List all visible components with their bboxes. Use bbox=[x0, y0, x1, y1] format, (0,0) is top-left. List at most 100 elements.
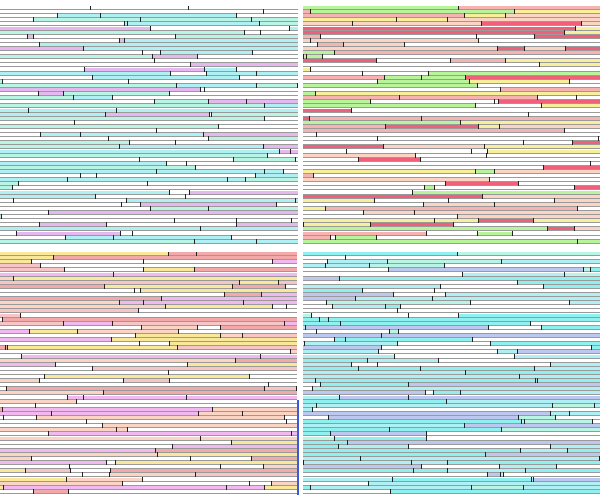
segment-boundary-tick bbox=[487, 472, 488, 478]
track-row bbox=[303, 144, 600, 150]
segment-boundary-tick bbox=[534, 365, 535, 371]
segment-boundary-tick bbox=[550, 443, 551, 449]
track-segment bbox=[18, 182, 147, 186]
segment-boundary-tick bbox=[304, 341, 305, 347]
segment-boundary-tick bbox=[332, 304, 333, 310]
segment-boundary-tick bbox=[111, 337, 112, 343]
track-segment bbox=[33, 18, 140, 22]
track-segment bbox=[155, 448, 297, 452]
track-segment bbox=[233, 157, 295, 161]
track-row bbox=[303, 283, 600, 289]
segment-boundary-tick bbox=[264, 169, 265, 174]
track-segment bbox=[243, 301, 297, 305]
track-segment bbox=[397, 309, 600, 313]
segment-boundary-tick bbox=[156, 128, 157, 133]
track-segment bbox=[39, 42, 298, 46]
track-row bbox=[0, 447, 297, 453]
segment-boundary-tick bbox=[462, 271, 463, 277]
segment-boundary-tick bbox=[397, 341, 398, 347]
track-row bbox=[0, 82, 298, 88]
segment-boundary-tick bbox=[143, 259, 144, 265]
panel-top-left bbox=[0, 6, 298, 247]
segment-boundary-tick bbox=[233, 156, 234, 162]
track-segment bbox=[478, 38, 600, 42]
track-segment bbox=[567, 448, 600, 452]
track-row bbox=[0, 119, 298, 125]
track-segment bbox=[271, 481, 297, 485]
segment-boundary-tick bbox=[450, 58, 451, 64]
track-segment bbox=[0, 51, 142, 55]
track-row bbox=[0, 415, 297, 420]
segment-boundary-tick bbox=[120, 230, 121, 236]
track-segment bbox=[303, 145, 383, 149]
track-segment bbox=[303, 403, 316, 407]
segment-boundary-tick bbox=[476, 33, 477, 39]
track-segment bbox=[291, 432, 297, 436]
track-segment bbox=[303, 215, 457, 219]
selection-marker[interactable] bbox=[297, 400, 299, 495]
segment-boundary-tick bbox=[55, 361, 56, 367]
segment-boundary-tick bbox=[486, 152, 487, 158]
track-row bbox=[303, 480, 600, 486]
track-segment bbox=[220, 325, 297, 329]
track-row bbox=[0, 431, 297, 437]
track-segment bbox=[264, 170, 283, 173]
track-segment bbox=[326, 301, 470, 305]
track-segment bbox=[425, 391, 433, 395]
track-segment bbox=[0, 416, 3, 419]
track-row bbox=[303, 140, 600, 146]
track-segment bbox=[534, 366, 600, 370]
segment-boundary-tick bbox=[150, 25, 151, 31]
track-segment bbox=[0, 47, 83, 50]
track-segment bbox=[0, 346, 5, 350]
segment-boundary-tick bbox=[534, 33, 535, 39]
track-row bbox=[0, 132, 298, 138]
track-segment bbox=[304, 342, 397, 346]
segment-boundary-tick bbox=[150, 205, 151, 211]
segment-boundary-tick bbox=[445, 292, 446, 297]
segment-boundary-tick bbox=[186, 160, 187, 166]
track-segment bbox=[264, 485, 297, 489]
segment-boundary-tick bbox=[244, 29, 245, 35]
track-row bbox=[303, 275, 600, 281]
track-segment bbox=[13, 198, 126, 202]
track-row bbox=[303, 58, 600, 64]
segment-boundary-tick bbox=[464, 423, 465, 429]
track-segment bbox=[106, 461, 115, 465]
track-segment bbox=[0, 178, 67, 182]
track-row bbox=[303, 29, 600, 35]
track-segment bbox=[533, 477, 600, 481]
segment-boundary-tick bbox=[40, 263, 41, 269]
track-segment bbox=[303, 346, 381, 350]
segment-boundary-tick bbox=[96, 173, 97, 179]
segment-boundary-tick bbox=[360, 456, 361, 461]
segment-boundary-tick bbox=[209, 111, 210, 117]
segment-boundary-tick bbox=[376, 234, 377, 240]
track-segment bbox=[552, 403, 594, 407]
track-segment bbox=[334, 436, 426, 440]
segment-boundary-tick bbox=[105, 111, 106, 117]
track-segment bbox=[208, 206, 298, 210]
track-row bbox=[303, 78, 600, 84]
segment-boundary-tick bbox=[243, 300, 244, 306]
track-segment bbox=[316, 403, 552, 407]
segment-boundary-tick bbox=[176, 82, 177, 88]
track-segment bbox=[134, 288, 140, 292]
track-segment bbox=[0, 182, 18, 186]
track-row bbox=[0, 70, 298, 76]
track-row bbox=[303, 210, 600, 215]
segment-boundary-tick bbox=[127, 21, 128, 27]
track-row bbox=[0, 402, 297, 408]
track-row bbox=[0, 21, 298, 27]
track-segment bbox=[0, 34, 27, 38]
track-row bbox=[0, 439, 297, 445]
track-row bbox=[0, 252, 297, 256]
track-segment bbox=[0, 133, 40, 137]
segment-boundary-tick bbox=[33, 488, 34, 494]
segment-boundary-tick bbox=[497, 46, 498, 51]
segment-boundary-tick bbox=[388, 267, 389, 273]
track-segment bbox=[0, 407, 2, 411]
track-segment bbox=[370, 100, 494, 104]
track-segment bbox=[0, 112, 105, 116]
track-segment bbox=[303, 26, 575, 30]
